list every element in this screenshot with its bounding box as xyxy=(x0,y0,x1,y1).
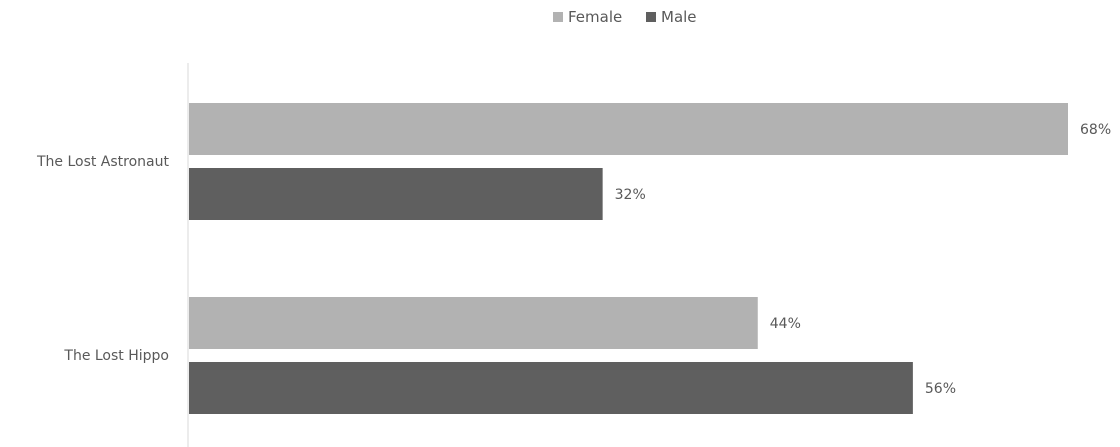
bar-the-lost-astronaut-male xyxy=(189,168,603,220)
bar-the-lost-hippo-male xyxy=(189,362,913,414)
legend-label-male: Male xyxy=(661,8,697,26)
legend-swatch-female xyxy=(553,12,563,22)
legend-label-female: Female xyxy=(568,8,622,26)
data-label-the-lost-astronaut-male: 32% xyxy=(615,187,646,203)
data-label-the-lost-hippo-female: 44% xyxy=(770,316,801,332)
bar-the-lost-hippo-female xyxy=(189,297,758,349)
bars-group: 68% 32% 44% 56% xyxy=(189,103,1111,414)
legend: Female Male xyxy=(553,8,697,26)
legend-swatch-male xyxy=(646,12,656,22)
category-label-the-lost-astronaut: The Lost Astronaut xyxy=(36,154,170,170)
data-label-the-lost-hippo-male: 56% xyxy=(925,381,956,397)
data-label-the-lost-astronaut-female: 68% xyxy=(1080,122,1111,138)
category-label-the-lost-hippo: The Lost Hippo xyxy=(63,348,169,364)
bar-the-lost-astronaut-female xyxy=(189,103,1068,155)
